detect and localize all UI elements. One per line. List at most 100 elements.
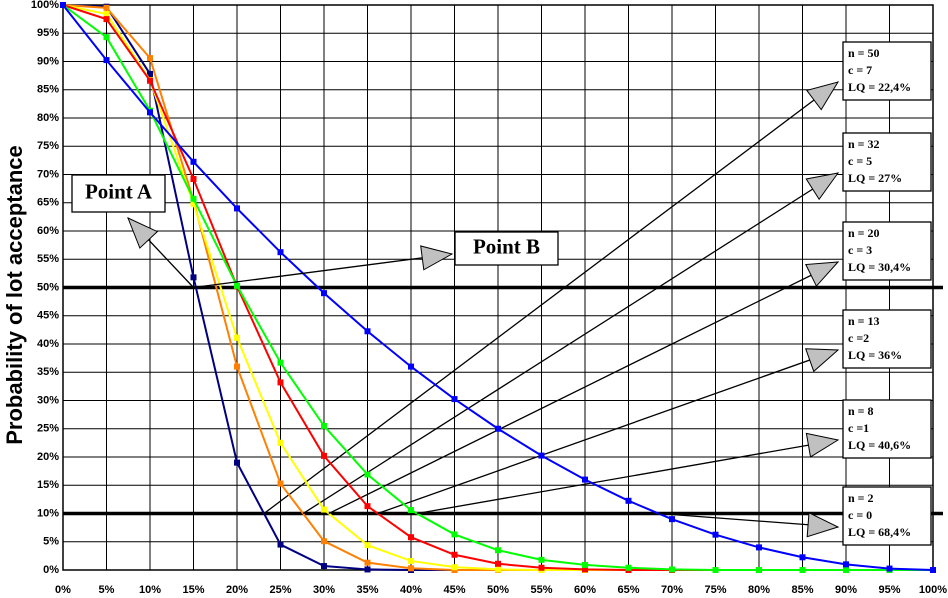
data-point [321,506,327,513]
data-point [277,480,284,487]
data-point [451,564,458,571]
data-point [408,363,414,370]
data-point [103,4,110,11]
y-tick-label: 85% [37,84,59,96]
data-point [451,396,458,403]
x-tick-label: 55% [530,584,552,596]
label-line: n = 8 [848,404,874,418]
label-arrow-head [805,261,840,287]
x-tick-label: 25% [269,584,291,596]
data-point [582,561,588,568]
data-point [886,565,893,572]
data-point [277,359,284,366]
x-tick-label: 45% [443,584,465,596]
data-point [408,507,414,514]
point-arrow-head [127,217,159,249]
x-tick-label: 15% [182,584,204,596]
data-point [582,566,588,573]
label-arrow-head [805,432,840,458]
x-tick-label: 75% [704,584,726,596]
label-arrow [328,261,839,515]
data-point [364,471,371,478]
y-tick-label: 15% [37,479,59,491]
data-point [495,547,501,554]
label-line: n = 50 [848,46,880,60]
data-point [190,200,197,207]
label-line: LQ = 68,4% [848,525,911,539]
annotation: Point B [473,234,540,258]
label-arrow-head [806,512,840,538]
label-line: LQ = 27% [848,171,902,185]
data-point [147,55,153,62]
data-point [538,452,545,459]
y-tick-label: 45% [37,310,59,322]
label-arrow-head [805,81,840,111]
label-arrow-head [804,348,840,373]
label-line: c = 5 [848,154,872,168]
x-tick-label: 90% [835,584,857,596]
data-point [321,538,327,545]
label-line: c = 7 [848,63,872,77]
data-point [277,439,284,446]
label-arrow-head [805,172,840,201]
x-tick-label: 40% [400,584,422,596]
y-tick-label: 35% [37,366,59,378]
data-point [234,282,240,289]
data-point [190,158,197,165]
y-tick-label: 90% [37,55,59,67]
y-tick-label: 0% [43,564,59,576]
data-point [843,561,849,568]
y-tick-label: 100% [31,0,59,11]
data-point [364,566,371,573]
data-point [408,565,414,572]
data-point [60,2,66,8]
data-point [625,564,632,571]
data-point [364,542,371,549]
data-point [103,16,110,23]
label-box [842,399,932,459]
data-point [756,544,762,551]
label-box [842,221,932,281]
x-tick-label: 80% [748,584,770,596]
data-point [103,57,110,64]
data-point [451,531,458,538]
label-line: c =1 [848,421,869,435]
data-point [364,559,371,566]
data-point [234,459,240,466]
y-tick-label: 80% [37,112,59,124]
data-point [147,109,153,116]
data-point [582,476,588,483]
x-tick-label: 85% [791,584,813,596]
y-tick-label: 10% [37,507,59,519]
y-tick-label: 40% [37,338,59,350]
x-tick-label: 65% [617,584,639,596]
data-point [408,534,414,541]
data-point [321,422,327,429]
data-point [930,567,936,573]
data-point [408,557,414,564]
label-line: n = 32 [848,137,880,151]
label-arrow [263,81,839,515]
data-point [712,531,719,538]
data-point [103,11,110,18]
label-line: LQ = 22,4% [848,80,911,94]
data-point [843,567,849,573]
label-line: c =2 [848,331,869,345]
data-point [669,516,675,523]
label-box [842,486,932,546]
x-tick-label: 10% [139,584,161,596]
label-arrow [416,439,839,515]
label-line: n = 2 [848,491,874,505]
x-tick-label: 5% [99,584,115,596]
label-line: LQ = 40,6% [848,438,911,452]
data-point [625,497,632,504]
data-point [495,566,501,573]
data-point [103,34,110,41]
x-tick-label: 35% [356,584,378,596]
x-tick-label: 50% [487,584,509,596]
y-tick-label: 50% [37,281,59,293]
data-point [321,452,327,459]
x-tick-label: 100% [919,584,947,596]
label-line: c = 0 [848,508,872,522]
